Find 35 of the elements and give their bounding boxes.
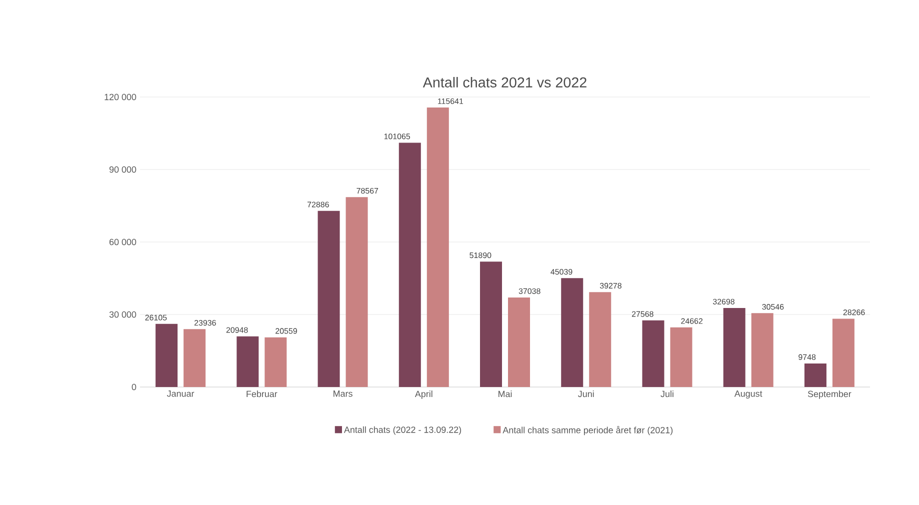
y-tick-label: 30 000: [109, 311, 136, 318]
bar: [264, 337, 287, 387]
bar: [318, 210, 340, 387]
bar: [589, 292, 612, 387]
x-tick-label: August: [734, 390, 762, 399]
x-tick-label: Januar: [166, 390, 194, 397]
bar: [398, 142, 421, 387]
bar: [751, 313, 774, 387]
x-tick-label: Mai: [498, 390, 512, 398]
x-tick-label: Februar: [246, 390, 278, 398]
y-tick-label: 120 000: [104, 94, 136, 100]
bar: [832, 318, 854, 387]
x-tick-label: April: [414, 390, 432, 399]
bar: [346, 197, 368, 387]
bar: [184, 329, 206, 387]
bar: [508, 297, 530, 387]
x-tick-label: Juni: [578, 390, 594, 398]
legend-label: Antall chats (2022 - 13.09.22): [344, 426, 462, 435]
y-tick-label: 60 000: [110, 238, 136, 246]
x-tick-label: September: [808, 390, 852, 399]
chart-title: Antall chats 2021 vs 2022: [422, 76, 586, 88]
bar: [561, 278, 584, 387]
legend-label: Antall chats samme periode året før (2021): [502, 426, 673, 436]
bar: [156, 324, 178, 387]
y-tick-label: 0: [132, 384, 136, 390]
bar: [236, 336, 259, 387]
x-tick-label: Mars: [334, 390, 352, 397]
y-tick-label: 90 000: [109, 166, 136, 173]
bar: [642, 320, 664, 387]
bar: [426, 108, 449, 387]
bar: [670, 327, 692, 387]
x-tick-label: Juli: [660, 390, 674, 398]
bar: [723, 308, 746, 387]
bar: [804, 363, 826, 387]
bar: [480, 262, 502, 387]
